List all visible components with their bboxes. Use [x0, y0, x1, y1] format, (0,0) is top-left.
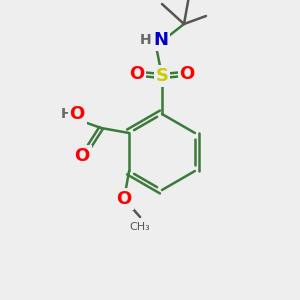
Text: S: S: [155, 67, 169, 85]
Text: O: O: [179, 65, 195, 83]
Text: H: H: [140, 33, 152, 47]
Text: N: N: [154, 31, 169, 49]
Text: O: O: [74, 147, 90, 165]
Text: CH₃: CH₃: [130, 222, 151, 232]
Text: O: O: [116, 190, 132, 208]
Text: O: O: [129, 65, 145, 83]
Text: H: H: [60, 107, 72, 121]
Text: O: O: [70, 105, 85, 123]
